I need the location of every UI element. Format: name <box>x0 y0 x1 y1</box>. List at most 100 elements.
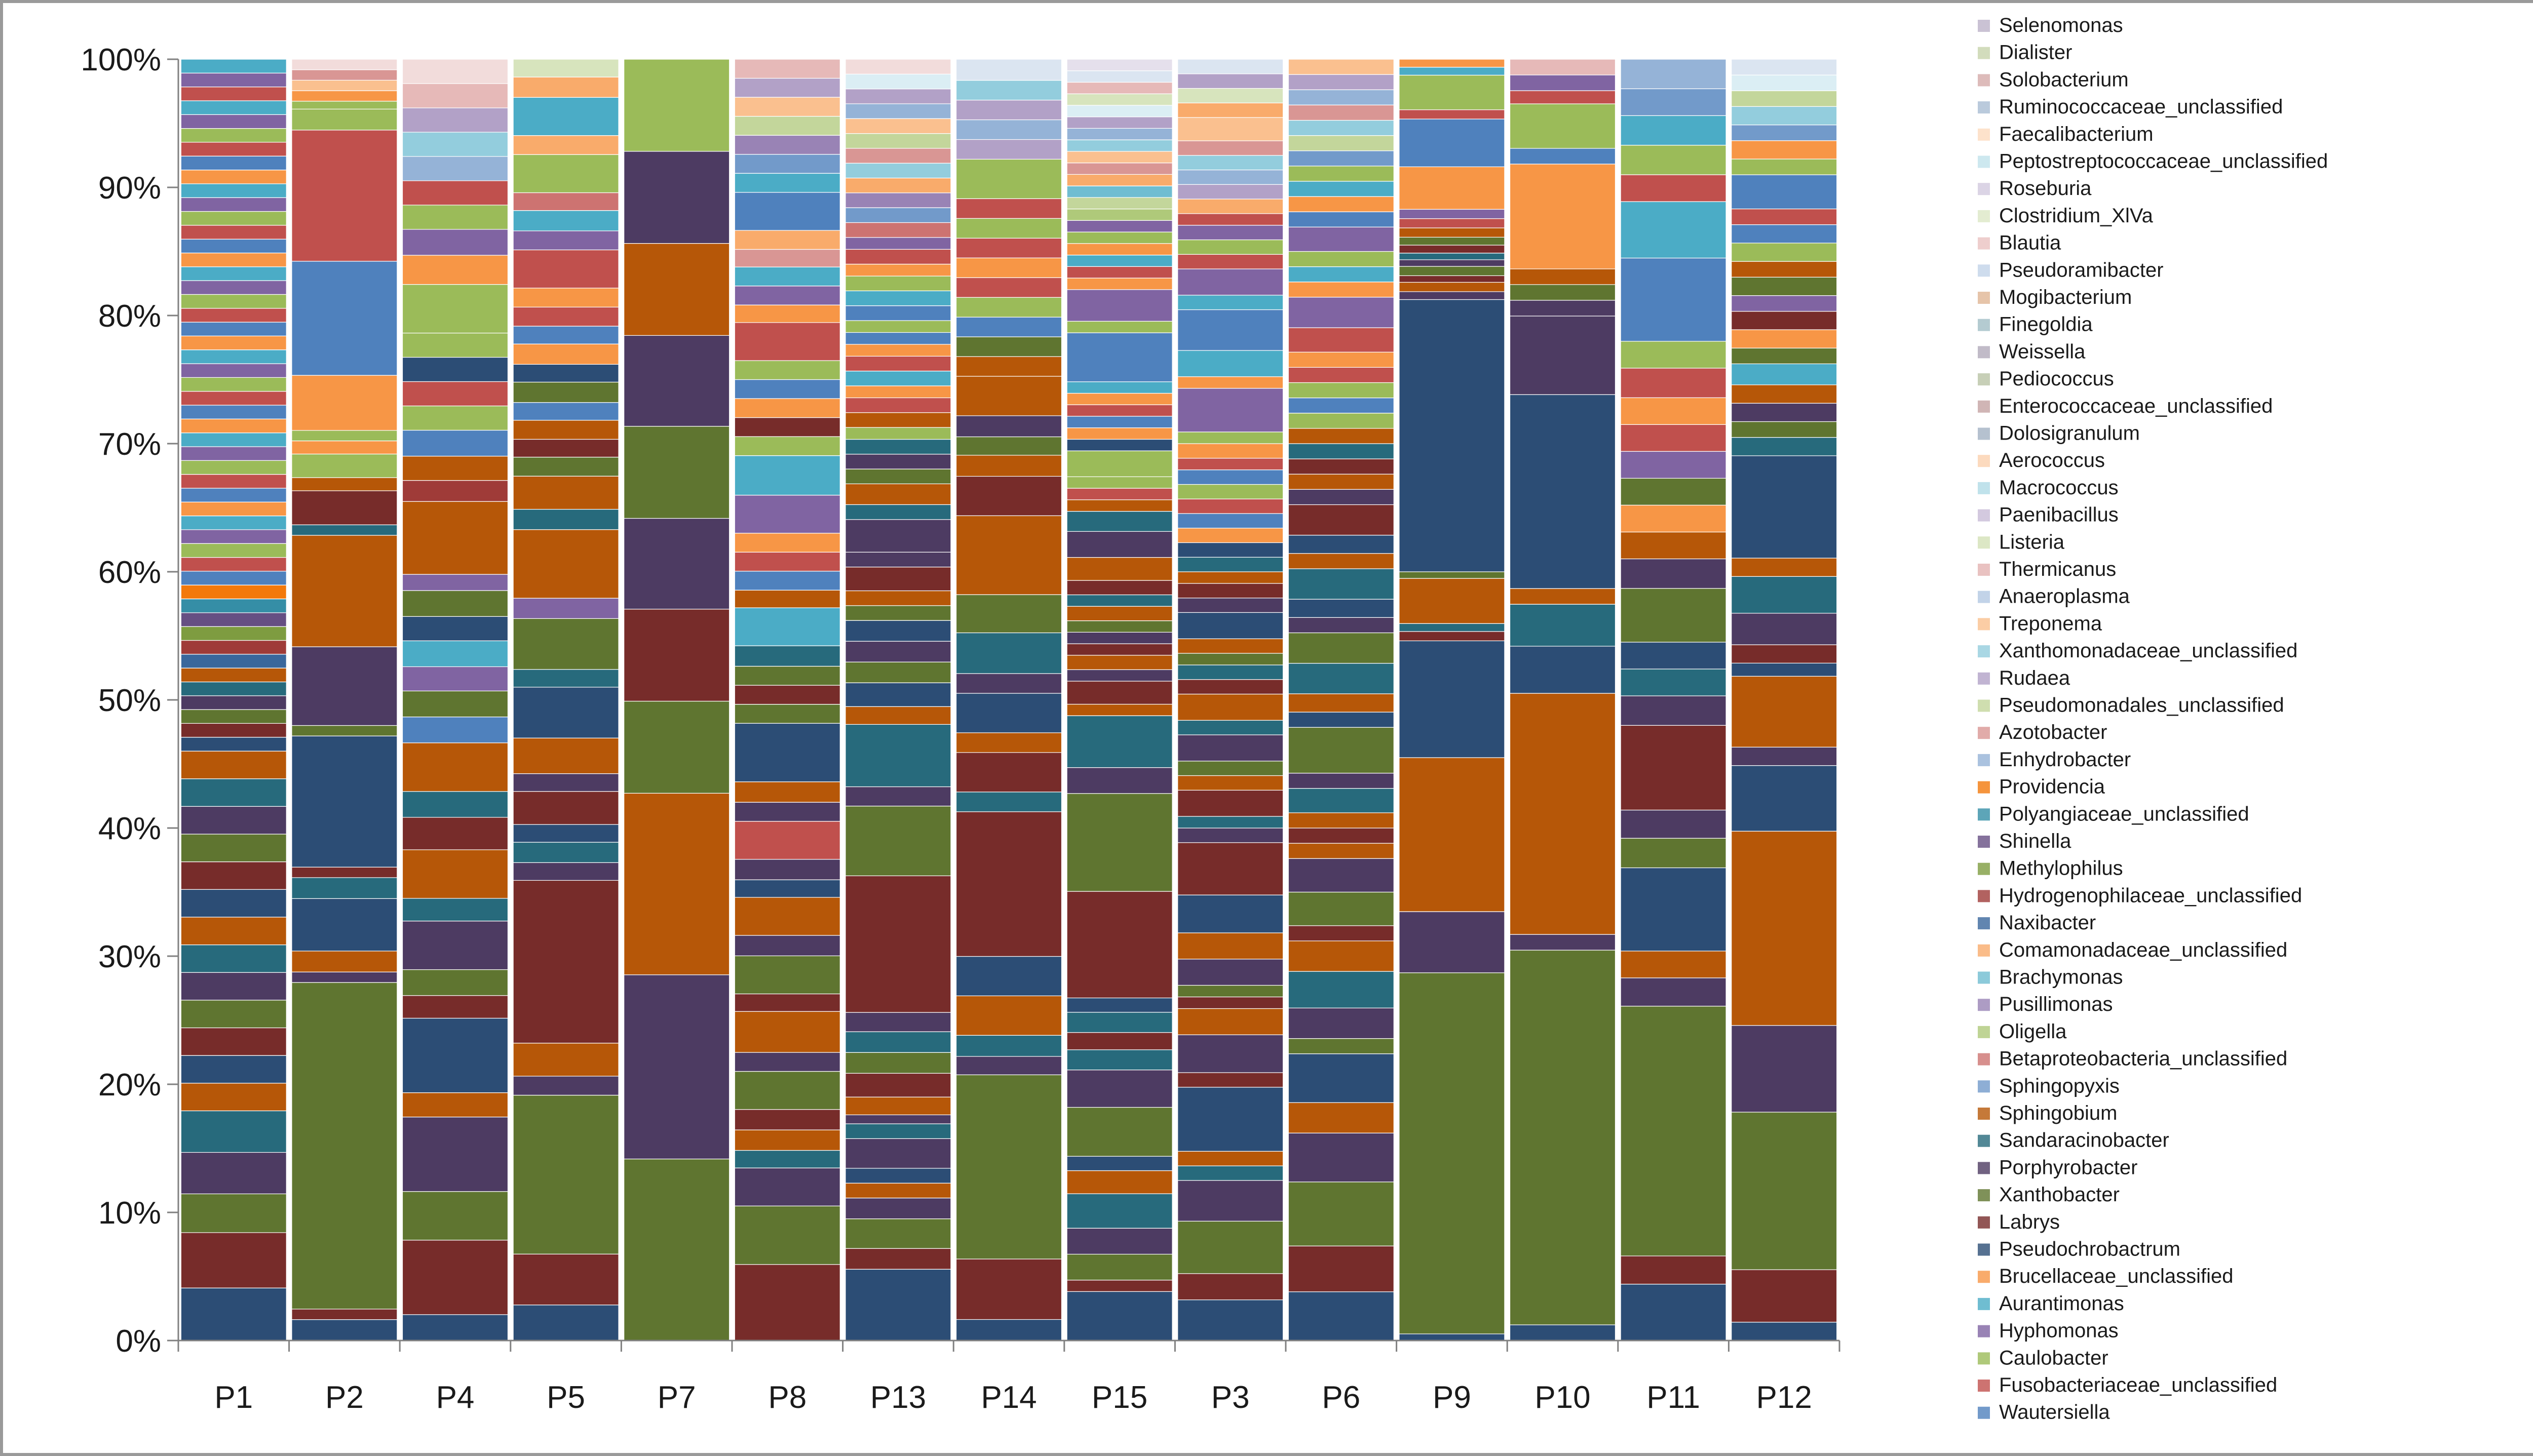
bar-segment <box>402 898 509 922</box>
bar-segment <box>845 356 951 372</box>
bar-segment <box>1731 74 1837 91</box>
bar-segment <box>291 101 398 109</box>
legend-label: Caulobacter <box>1999 1347 2108 1369</box>
legend-label: Aurantimonas <box>1999 1292 2124 1315</box>
bar-segment <box>955 415 1062 438</box>
bar-segment <box>180 1027 287 1056</box>
bar-segment <box>955 752 1062 793</box>
bar-segment <box>955 1258 1062 1320</box>
bar-segment <box>1509 604 1616 647</box>
bar-segment <box>845 73 951 90</box>
bar-segment <box>845 249 951 265</box>
bar-segment <box>1288 1053 1394 1103</box>
bar-segment <box>513 439 619 458</box>
bar-segment <box>845 1096 951 1115</box>
bar-segment <box>1620 397 1726 425</box>
legend-entry: Sphingobium <box>1978 1102 2118 1124</box>
legend-entry: Shinella <box>1978 830 2071 852</box>
bar-segment <box>180 640 287 655</box>
bar-segment <box>180 308 287 323</box>
legend-label: Sphingopyxis <box>1999 1075 2120 1097</box>
bar-segment <box>291 1309 398 1320</box>
bar-segment <box>1731 159 1837 175</box>
bar-segment <box>1509 268 1616 285</box>
legend-swatch <box>1978 672 1990 685</box>
bar-segment <box>734 645 840 667</box>
bar-segment <box>1066 185 1173 198</box>
bar-segment <box>1066 606 1173 621</box>
bar-segment <box>845 133 951 149</box>
bar-segment <box>291 867 398 878</box>
bar-segment <box>180 834 287 862</box>
bar-segment <box>624 59 730 152</box>
legend-label: Hydrogenophilaceae_unclassified <box>1999 884 2302 907</box>
bar-segment <box>1177 309 1284 351</box>
bar-segment <box>180 1110 287 1153</box>
legend-entry: Aerococcus <box>1978 449 2105 471</box>
bar-segment <box>1288 940 1394 972</box>
legend-swatch <box>1978 917 1990 930</box>
bar-segment <box>734 723 840 782</box>
bar-segment <box>1620 642 1726 670</box>
bar-segment <box>734 1109 840 1130</box>
bar-segment <box>402 742 509 792</box>
legend-entry: Enterococcaceae_unclassified <box>1978 395 2273 417</box>
bar-segment <box>1066 997 1173 1013</box>
y-tick-label: 10% <box>98 1196 161 1231</box>
bar-segment <box>1399 218 1505 228</box>
bar-segment <box>1288 712 1394 728</box>
legend-label: Rudaea <box>1999 667 2070 689</box>
bar-segment <box>734 704 840 724</box>
bar-segment <box>1288 297 1394 328</box>
bar-segment <box>1399 282 1505 292</box>
bar-segment <box>291 477 398 491</box>
bar-segment <box>180 100 287 115</box>
x-tick-label: P7 <box>658 1380 696 1415</box>
bar-segment <box>1177 239 1284 255</box>
bar-segment <box>180 114 287 129</box>
bar-segment <box>845 385 951 399</box>
bar-segment <box>1066 476 1173 489</box>
bar-segment <box>1177 996 1284 1009</box>
bar-segment <box>1177 388 1284 432</box>
bar-segment <box>1177 498 1284 514</box>
bar-segment <box>1177 213 1284 226</box>
x-tick-label: P11 <box>1646 1380 1700 1415</box>
bar-segment <box>1177 431 1284 444</box>
bar-segment <box>845 332 951 345</box>
legend-swatch <box>1978 1352 1990 1365</box>
bar-segment <box>734 665 840 686</box>
bar-segment <box>1177 117 1284 141</box>
bar-segment <box>734 360 840 380</box>
legend-label: Pseudomonadales_unclassified <box>1999 694 2284 717</box>
bar-segment <box>734 116 840 136</box>
bar-segment <box>1731 1112 1837 1270</box>
bar-segment <box>402 590 509 617</box>
bar-segment <box>1066 266 1173 279</box>
bar-segment <box>402 59 509 84</box>
bar-segment <box>734 379 840 399</box>
legend-label: Xanthomonadaceae_unclassified <box>1999 640 2297 662</box>
bar-segment <box>180 861 287 890</box>
bar-segment <box>955 811 1062 957</box>
bar-segment <box>513 880 619 1044</box>
bar-segment <box>180 944 287 973</box>
bar-segment <box>1731 347 1837 364</box>
bar-segment <box>1399 74 1505 110</box>
legend-swatch <box>1978 128 1990 141</box>
bar-segment <box>734 230 840 250</box>
legend-label: Pusillimonas <box>1999 993 2113 1015</box>
x-tick-label: P3 <box>1211 1380 1250 1415</box>
bar-segment <box>1288 89 1394 105</box>
bar-segment <box>1177 484 1284 499</box>
bar-segment <box>1177 679 1284 695</box>
y-tick-label: 40% <box>98 811 161 846</box>
legend-entry: Dolosigranulum <box>1978 422 2140 445</box>
bar-segment <box>1288 504 1394 536</box>
bar-segment <box>845 590 951 606</box>
bar-segment <box>1288 489 1394 505</box>
y-tick-label: 70% <box>98 427 161 462</box>
bar-segment <box>1620 368 1726 398</box>
bar-segment <box>402 690 509 718</box>
bar-segment <box>845 1248 951 1270</box>
